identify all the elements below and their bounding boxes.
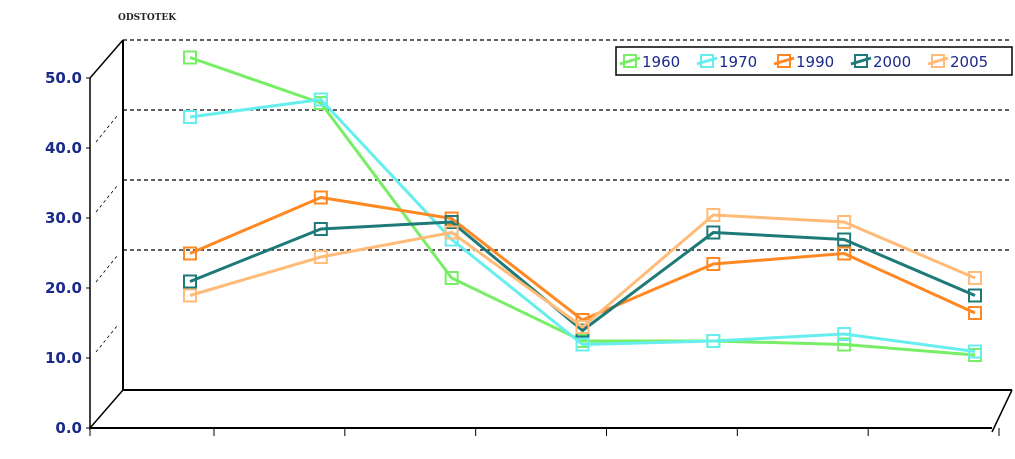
data-point-1990 <box>313 190 328 205</box>
data-point-1970 <box>183 110 197 124</box>
floor-right-edge <box>991 389 1013 433</box>
series-1990 <box>183 190 982 327</box>
data-point-2000 <box>837 232 852 247</box>
legend-box <box>615 46 1013 76</box>
data-point-1990 <box>837 246 852 261</box>
legend-label-1990: 1990 <box>796 53 834 71</box>
series-2005 <box>183 208 982 334</box>
data-point-2005 <box>183 288 197 303</box>
legend-marker-1970 <box>700 54 714 68</box>
data-point-2000 <box>706 225 721 240</box>
legend-label-1960: 1960 <box>642 53 680 71</box>
data-point-1990 <box>968 306 982 320</box>
series-line-1990 <box>189 196 976 322</box>
y-tick-label: 30.0 <box>45 209 82 227</box>
data-point-1960 <box>837 337 852 352</box>
legend-marker-1960 <box>623 54 637 68</box>
data-point-1960 <box>444 271 459 285</box>
legend-label-1970: 1970 <box>719 53 757 71</box>
data-point-2000 <box>313 222 328 236</box>
data-point-2000 <box>444 215 459 229</box>
data-point-2005 <box>837 215 852 229</box>
y-tick-label: 10.0 <box>45 349 82 367</box>
series-1970 <box>183 92 982 359</box>
data-point-1960 <box>183 50 197 65</box>
legend-marker-2000 <box>854 54 868 68</box>
y-tick-label: 20.0 <box>45 279 82 297</box>
side-wall <box>89 39 124 431</box>
y-axis-label: ODSTOTEK <box>118 13 177 23</box>
y-tick-label: 0.0 <box>55 419 82 437</box>
legend-marker-1990 <box>777 54 791 68</box>
data-point-2005 <box>575 320 590 334</box>
series-2000 <box>183 215 982 338</box>
y-tick-label: 50.0 <box>45 69 82 87</box>
legend-label-2005: 2005 <box>950 53 988 71</box>
series-line-1970 <box>189 98 976 353</box>
data-point-1970 <box>968 344 982 359</box>
data-point-2005 <box>313 250 328 264</box>
series-line-2005 <box>189 213 976 329</box>
y-tick-label: 40.0 <box>45 139 82 157</box>
data-point-2005 <box>706 208 721 222</box>
side-gridline-30 <box>95 185 118 213</box>
legend-marker-2005 <box>931 54 945 68</box>
series-line-1960 <box>189 56 976 357</box>
legend-label-2000: 2000 <box>873 53 911 71</box>
data-point-2005 <box>968 271 982 285</box>
data-point-2000 <box>968 288 982 303</box>
side-gridline-10 <box>95 325 118 353</box>
series-line-2000 <box>189 220 976 332</box>
data-point-2000 <box>183 274 197 289</box>
data-point-1970 <box>575 337 590 352</box>
data-point-1990 <box>706 257 721 271</box>
side-gridline-20 <box>95 255 118 283</box>
side-gridline-40 <box>95 115 118 143</box>
data-point-1970 <box>313 92 328 107</box>
data-point-1970 <box>837 327 852 341</box>
data-point-1970 <box>706 334 721 348</box>
data-point-2005 <box>444 225 459 240</box>
data-point-1990 <box>183 246 197 261</box>
